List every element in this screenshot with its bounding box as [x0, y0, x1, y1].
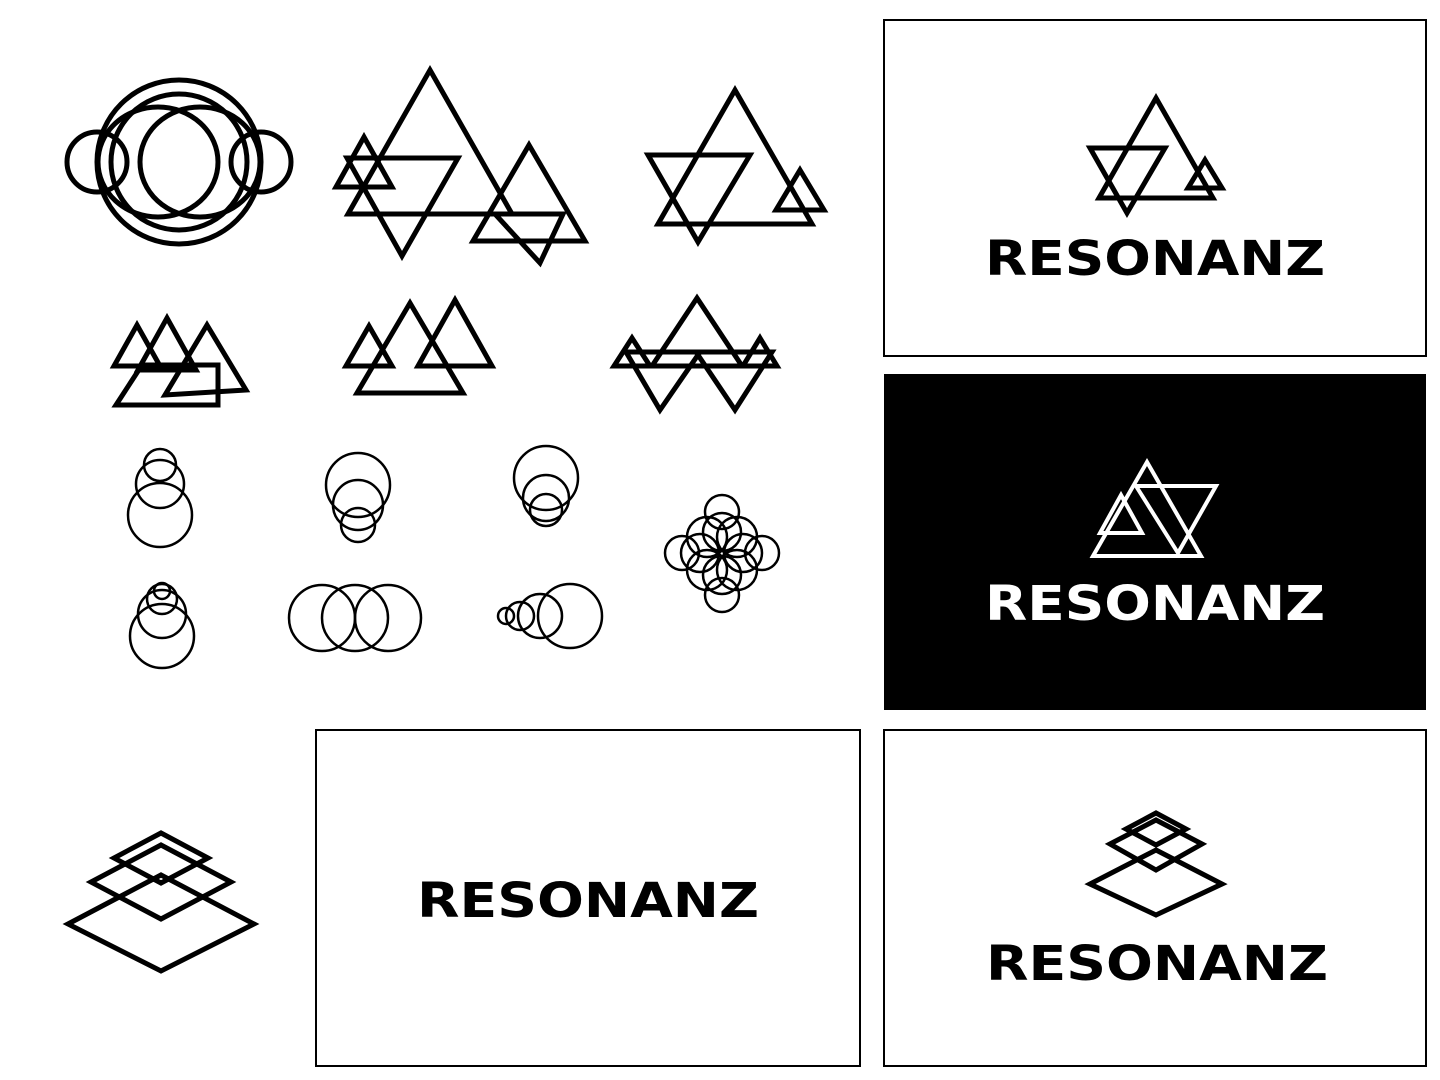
sketch-triangle-cluster-large: [331, 64, 590, 268]
sketch-circle-diamond-pattern: [663, 493, 781, 614]
sketch-circle-row-overlap: [287, 583, 423, 653]
logo-panel-middle-right: RESONANZ: [884, 374, 1426, 710]
sketch-triangle-row-3: [609, 293, 782, 415]
sketch-circle-stack-1: [126, 447, 194, 549]
logo-panel-top-right: RESONANZ: [883, 19, 1427, 357]
sketch-circle-row-growing: [496, 582, 604, 650]
wordmark: RESONANZ: [417, 873, 759, 929]
triangle-emblem: [1085, 92, 1227, 219]
wordmark: RESONANZ: [985, 231, 1325, 287]
sketch-triangle-row-1: [109, 312, 251, 408]
logo-panel-bottom-center: RESONANZ: [315, 729, 861, 1067]
sketch-triangle-cluster-medium: [643, 84, 829, 247]
logo-panel-bottom-right: RESONANZ: [883, 729, 1427, 1067]
wordmark: RESONANZ: [985, 576, 1325, 632]
sketch-circle-stack-4: [128, 581, 196, 670]
sketch-stacked-diamonds: [62, 830, 260, 974]
diamond-emblem: [1084, 810, 1228, 918]
sketch-triangle-row-2: [341, 294, 497, 396]
sketch-circle-stack-3: [512, 444, 580, 528]
triangle-emblem-inverted: [1089, 457, 1220, 558]
sketch-concentric-rings: [64, 77, 294, 247]
sketch-circle-stack-2: [324, 451, 392, 544]
wordmark: RESONANZ: [986, 936, 1328, 992]
